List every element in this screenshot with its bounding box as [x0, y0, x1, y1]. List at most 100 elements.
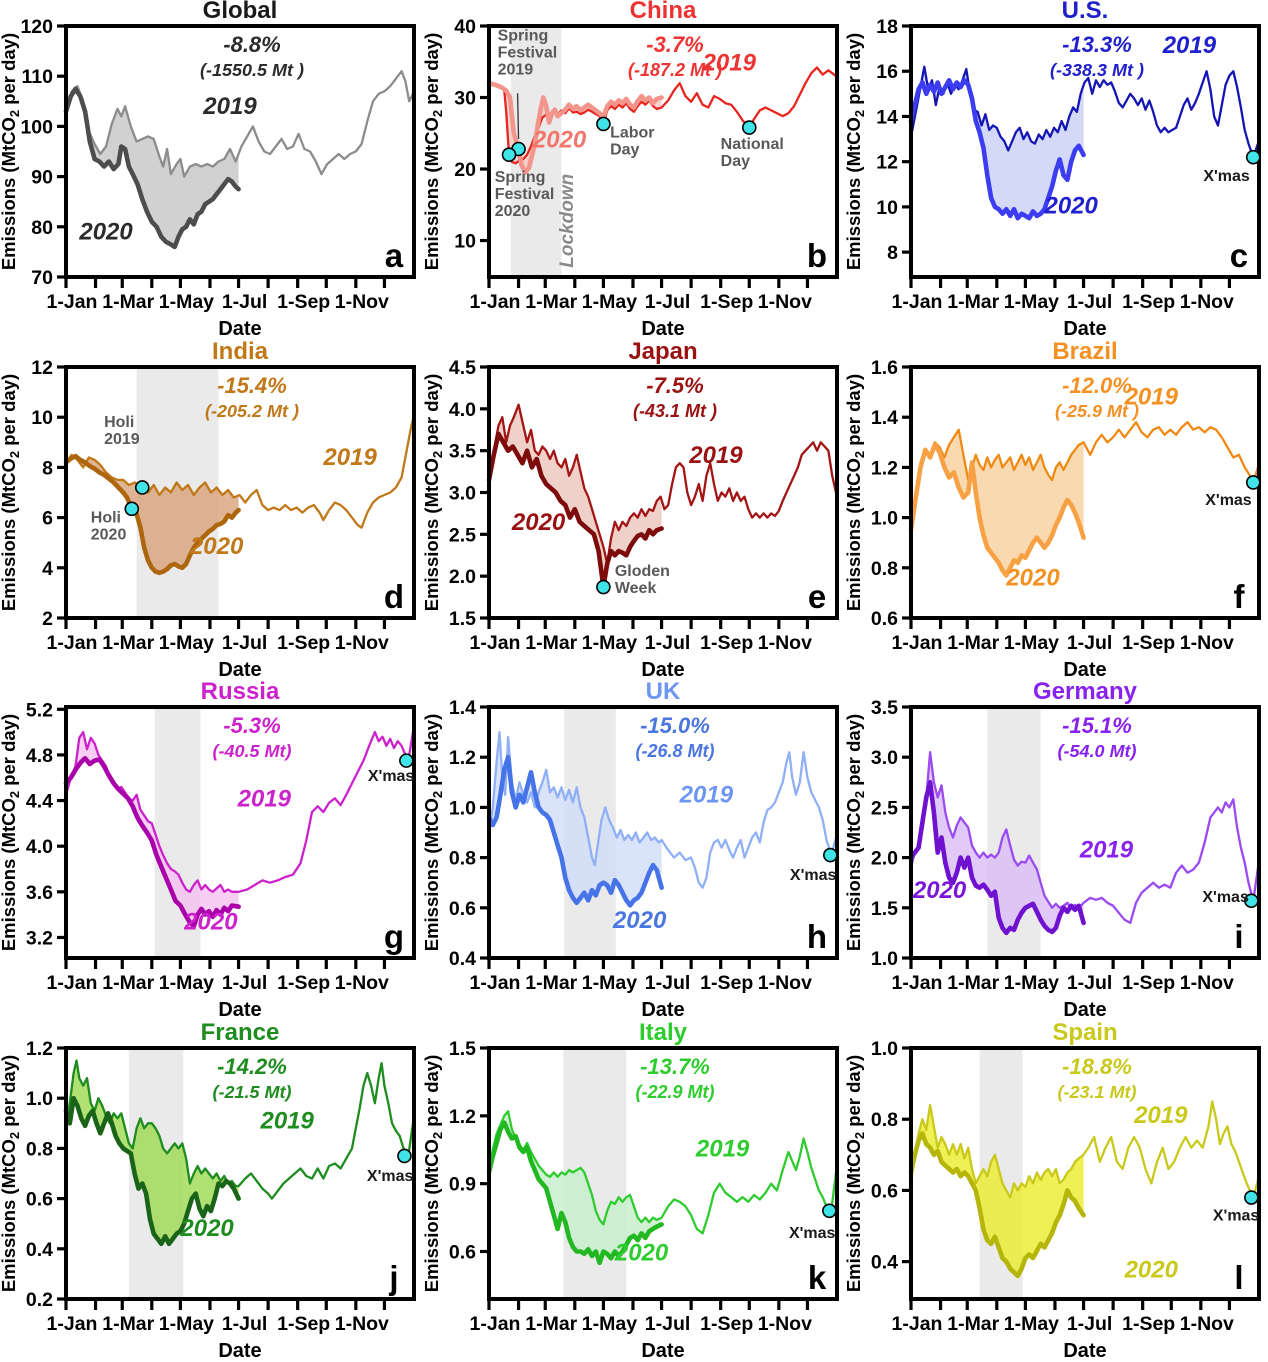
- x-axis-label: Date: [218, 318, 261, 340]
- mt-change-label: (-43.1 Mt ): [633, 401, 717, 421]
- event-dot: [1244, 1189, 1259, 1205]
- series-2020-line: [486, 431, 664, 589]
- y-tick-label: 0.2: [26, 1288, 53, 1310]
- x-tick-label: 1-Sep: [700, 1313, 753, 1335]
- event-label: Spring: [497, 27, 548, 44]
- x-tick-label: 1-Mar: [948, 291, 1000, 313]
- panel-letter: g: [384, 918, 404, 955]
- chart-f: 1-Jan 1-Mar 1-May 1-Jul 1-Sep 1-Nov 0.6 0.8 1.0 1…: [845, 341, 1262, 680]
- y-tick-label: 1.2: [871, 457, 898, 479]
- event-leader-line: [516, 93, 519, 139]
- x-tick-label: 1-May: [1004, 631, 1059, 653]
- y-tick-label: 14: [877, 106, 899, 128]
- pct-change-label: -8.8%: [223, 32, 280, 57]
- plot-frame: [63, 705, 416, 960]
- panel-title: U.S.: [1062, 0, 1109, 24]
- mt-change-label: (-1550.5 Mt ): [200, 60, 304, 80]
- mt-change-label: (-25.9 Mt ): [1055, 401, 1139, 421]
- y-tick-label: 20: [454, 159, 476, 181]
- y-tick-label: 2.5: [871, 797, 898, 819]
- panel-letter: b: [807, 237, 827, 274]
- event-label: Labor: [610, 125, 654, 142]
- pct-change-label: -3.7%: [646, 32, 703, 57]
- y-tick-label: 1.4: [449, 697, 476, 719]
- plot-frame: [909, 364, 1262, 620]
- panel-title: Japan: [628, 341, 697, 365]
- series-2020-line: [909, 1130, 1087, 1278]
- panel-letter: j: [388, 1258, 398, 1295]
- label-2020: 2020: [614, 1239, 669, 1266]
- y-tick-label: 1.5: [449, 608, 476, 630]
- x-tick-label: 1-Sep: [700, 632, 753, 654]
- event-label: Gloden: [615, 563, 670, 580]
- y-tick-label: 12: [31, 357, 53, 379]
- x-tick-label: 1-Mar: [102, 631, 154, 653]
- series-2020-line: [486, 80, 664, 175]
- label-2019: 2019: [322, 443, 377, 470]
- event-dot: [595, 579, 611, 594]
- label-2020: 2020: [612, 907, 667, 934]
- series-2019-line: [910, 1099, 1260, 1199]
- x-tick-label: 1-Nov: [757, 632, 811, 654]
- event-label: 2020: [494, 203, 530, 220]
- panel-j-france: 1-Jan 1-Mar 1-May 1-Jul 1-Sep 1-Nov 0.2 0.4 0.6 0…: [0, 1022, 423, 1362]
- x-tick-label: 1-Mar: [102, 291, 154, 313]
- event-label: X'mas: [1204, 168, 1251, 185]
- label-2020: 2020: [179, 1215, 234, 1242]
- y-axis-label: Emissions (MtCO2 per day): [0, 1054, 22, 1291]
- x-tick-label: 1-Jan: [47, 972, 98, 994]
- x-axis-label: Date: [1064, 318, 1107, 340]
- y-tick-label: 0.4: [871, 1251, 898, 1273]
- x-tick-label: 1-Sep: [277, 1312, 330, 1334]
- series-2019-line: [64, 418, 415, 529]
- label-2019: 2019: [695, 1135, 750, 1162]
- pct-change-label: -12.0%: [1062, 373, 1132, 398]
- y-tick-label: 10: [31, 407, 53, 429]
- event-label: X'mas: [368, 768, 415, 785]
- y-tick-label: 1.0: [871, 948, 898, 970]
- x-tick-label: 1-Jan: [47, 291, 98, 313]
- chart-b: 1-Jan 1-Mar 1-May 1-Jul 1-Sep 1-Nov 10 20 30 40 Da…: [423, 0, 839, 340]
- y-axis-label: Emissions (MtCO2 per day): [423, 33, 445, 271]
- x-tick-label: 1-Nov: [335, 972, 389, 994]
- y-tick-label: 18: [877, 16, 899, 38]
- x-tick-label: 1-May: [581, 1313, 636, 1335]
- y-tick-label: 40: [454, 16, 476, 38]
- x-tick-label: 1-May: [159, 631, 214, 653]
- x-axis-label: Date: [218, 999, 261, 1021]
- x-tick-label: 1-Jan: [892, 972, 943, 994]
- y-axis-label: Emissions (MtCO2 per day): [423, 373, 445, 611]
- x-tick-label: 1-Jan: [469, 1313, 520, 1335]
- y-tick-label: 12: [877, 152, 899, 174]
- y-tick-label: 6: [42, 507, 53, 529]
- x-tick-label: 1-Sep: [1122, 291, 1175, 313]
- x-tick-label: 1-May: [581, 632, 636, 654]
- x-tick-label: 1-Jan: [469, 291, 520, 313]
- x-tick-label: 1-Jul: [222, 972, 267, 994]
- label-2020: 2020: [183, 908, 238, 935]
- y-tick-label: 0.9: [449, 1173, 476, 1195]
- gap-fill: [911, 752, 1084, 933]
- event-dot: [821, 1203, 837, 1218]
- panel-title: Italy: [639, 1022, 688, 1046]
- pct-change-label: -14.2%: [217, 1054, 287, 1079]
- event-dot: [134, 479, 150, 495]
- x-tick-label: 1-Jul: [644, 972, 690, 994]
- event-label: X'mas: [1206, 492, 1253, 509]
- x-tick-label: 1-May: [1004, 291, 1059, 313]
- series-2020-line: [63, 756, 241, 929]
- panel-title: France: [201, 1022, 280, 1046]
- panel-c-us: 1-Jan 1-Mar 1-May 1-Jul 1-Sep 1-Nov 8 10 12 14 16 1…: [845, 0, 1268, 341]
- y-tick-label: 2.0: [449, 566, 476, 588]
- x-tick-label: 1-Jul: [1067, 631, 1112, 653]
- y-tick-label: 1.5: [871, 898, 898, 920]
- y-tick-label: 5.2: [26, 699, 53, 721]
- plot-frame: [63, 24, 416, 279]
- y-axis-label: Emissions (MtCO2 per day): [845, 714, 867, 951]
- panel-l-spain: 1-Jan 1-Mar 1-May 1-Jul 1-Sep 1-Nov 0.4 0.6 0.8 1…: [845, 1022, 1268, 1362]
- x-tick-label: 1-May: [159, 972, 214, 994]
- x-tick-label: 1-Jul: [644, 1313, 690, 1335]
- y-axis-label: Emissions (MtCO2 per day): [423, 1054, 445, 1292]
- panel-letter: k: [807, 1259, 826, 1296]
- x-tick-label: 1-May: [581, 972, 636, 994]
